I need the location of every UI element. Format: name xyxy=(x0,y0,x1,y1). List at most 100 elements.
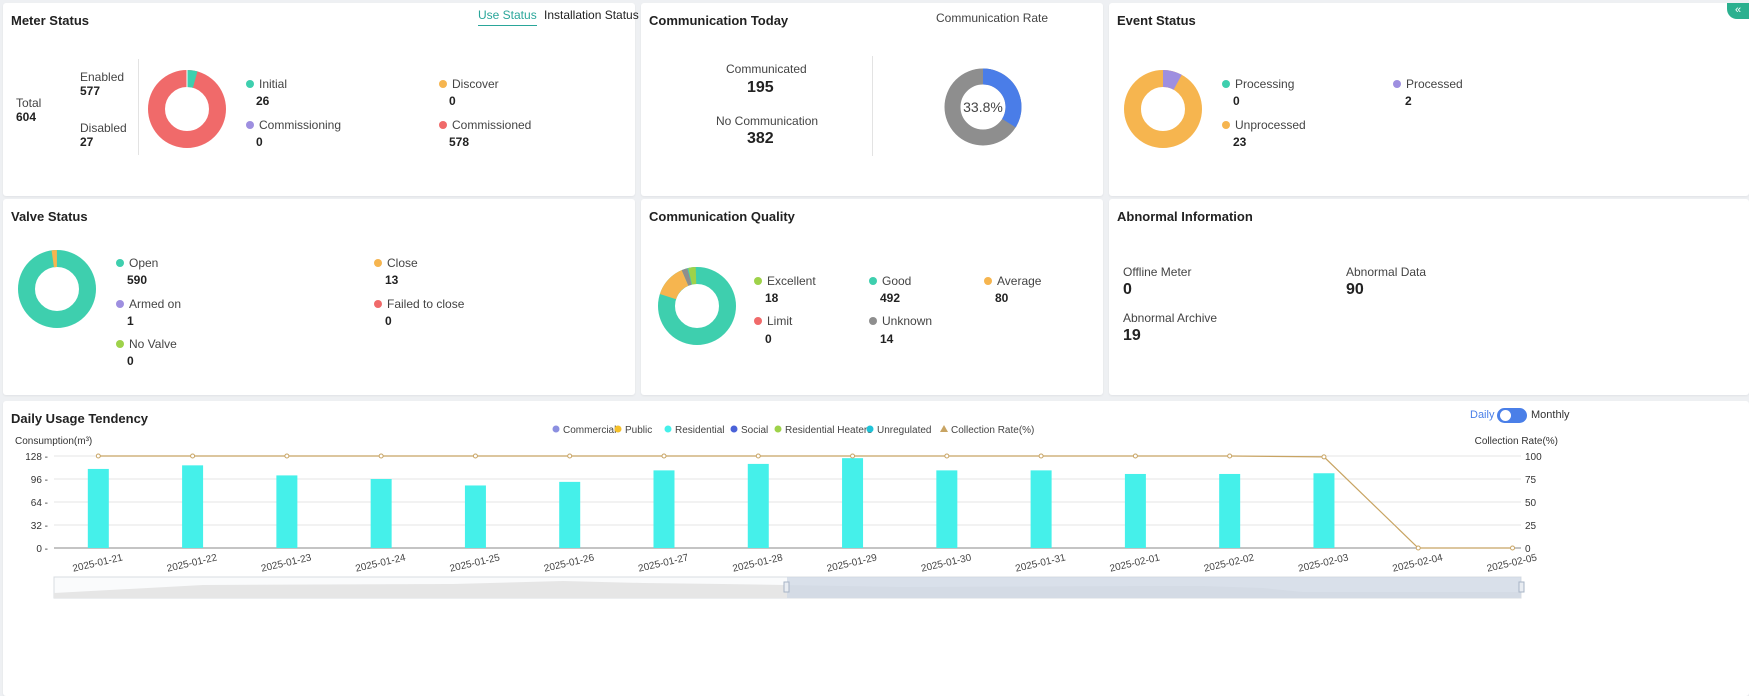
legend-item: Commercial xyxy=(563,425,616,436)
offline-meter-value[interactable]: 0 xyxy=(1123,281,1132,298)
legend-failed-to-close: Failed to close xyxy=(374,297,464,311)
y-axis-label: Consumption(m³) xyxy=(15,436,92,447)
bar xyxy=(276,475,298,548)
donut-slice-unprocessed xyxy=(1124,70,1202,148)
abnormal-data-value[interactable]: 90 xyxy=(1346,281,1364,298)
meter-status-donut xyxy=(148,70,226,148)
legend-value-armed-on: 1 xyxy=(127,314,134,328)
legend-armed-on: Armed on xyxy=(116,297,181,311)
donut-slice-good xyxy=(658,267,736,345)
legend-unprocessed: Unprocessed xyxy=(1222,118,1306,132)
toggle-daily-label[interactable]: Daily xyxy=(1470,409,1495,421)
legend-label: No Valve xyxy=(129,337,177,351)
line-point xyxy=(1227,453,1233,459)
donut-slice-average xyxy=(658,267,736,345)
legend-discover: Discover xyxy=(439,77,499,91)
y-tick-label: 32 - xyxy=(31,521,48,532)
communication-rate-title: Communication Rate xyxy=(936,11,1049,25)
x-tick-label: 2025-01-23 xyxy=(260,552,313,574)
legend-label: Average xyxy=(997,274,1042,288)
collection-rate-line xyxy=(98,455,1513,549)
legend-dot xyxy=(374,300,382,308)
zoom-slider[interactable] xyxy=(53,576,1525,599)
event-status-donut xyxy=(1124,70,1202,148)
legend-dot xyxy=(116,340,124,348)
legend-value-no-valve: 0 xyxy=(127,354,134,368)
bar xyxy=(87,468,109,548)
x-tick-label: 2025-02-03 xyxy=(1297,552,1350,574)
line-point xyxy=(1415,545,1421,551)
bar xyxy=(370,479,392,548)
communication-rate-donut: 33.8% xyxy=(944,68,1022,146)
slider-selection[interactable] xyxy=(787,577,1521,598)
x-tick-label: 2025-01-27 xyxy=(637,552,690,574)
legend-unknown: Unknown xyxy=(869,314,932,328)
line-point xyxy=(190,453,196,459)
legend-good: Good xyxy=(869,274,911,288)
donut-slice-unknown xyxy=(658,267,736,345)
donut-slice-open xyxy=(18,250,96,328)
legend-triangle-icon xyxy=(940,425,948,432)
toggle-monthly-label[interactable]: Monthly xyxy=(1531,409,1570,421)
legend-dot xyxy=(374,259,382,267)
donut-slice-processed xyxy=(1124,70,1202,148)
x-tick-label: 2025-01-24 xyxy=(354,552,407,574)
legend-value-failed-to-close: 0 xyxy=(385,314,392,328)
enabled-value: 577 xyxy=(80,84,101,98)
legend-initial: Initial xyxy=(246,77,287,91)
valve-status-panel: Valve Status Open 590 Close 13 Armed on … xyxy=(3,199,635,395)
daily-usage-panel: Daily Usage Tendency Daily Monthly Comme… xyxy=(3,401,1749,696)
no-communication-label: No Communication xyxy=(716,114,819,128)
legend-dot xyxy=(774,425,782,433)
y-tick-label: 64 - xyxy=(31,498,48,509)
bar xyxy=(653,470,675,548)
legend-value-processing: 0 xyxy=(1233,94,1240,108)
communication-quality-title: Communication Quality xyxy=(649,209,795,224)
legend-label: Unprocessed xyxy=(1235,118,1306,132)
legend-average: Average xyxy=(984,274,1041,288)
legend-item: Unregulated xyxy=(877,425,931,436)
legend-value-close: 13 xyxy=(385,273,399,287)
total-value: 604 xyxy=(16,110,37,124)
legend-value-commissioning: 0 xyxy=(256,135,263,149)
legend-label: Limit xyxy=(767,314,793,328)
y2-tick-label: 75 xyxy=(1525,475,1537,486)
line-point xyxy=(95,453,101,459)
y-tick-label: 0 - xyxy=(36,544,48,555)
legend-label: Processing xyxy=(1235,77,1295,91)
legend-value-open: 590 xyxy=(127,273,148,287)
legend-label: Discover xyxy=(452,77,499,91)
x-tick-label: 2025-02-01 xyxy=(1109,552,1162,574)
line-point xyxy=(378,453,384,459)
legend-label: Commissioned xyxy=(452,118,532,132)
slider-handle-left[interactable] xyxy=(783,581,790,593)
collapse-button[interactable]: « xyxy=(1727,3,1749,19)
divider xyxy=(872,56,873,156)
line-point xyxy=(567,453,573,459)
daily-monthly-toggle[interactable] xyxy=(1497,408,1527,423)
line-point xyxy=(944,453,950,459)
abnormal-archive-value[interactable]: 19 xyxy=(1123,327,1141,344)
tab-use-status[interactable]: Use Status xyxy=(478,8,537,26)
slider-handle-right[interactable] xyxy=(1518,581,1525,593)
disabled-value: 27 xyxy=(80,135,94,149)
rate-text: 33.8% xyxy=(963,99,1003,115)
legend-dot xyxy=(869,317,877,325)
y2-axis-label: Collection Rate(%) xyxy=(1475,436,1558,447)
legend-label: Armed on xyxy=(129,297,182,311)
bar xyxy=(464,485,486,548)
legend-dot xyxy=(552,425,560,433)
legend-label: Good xyxy=(882,274,912,288)
legend-dot xyxy=(439,80,447,88)
valve-status-donut xyxy=(18,250,96,328)
tab-installation-status[interactable]: Installation Status xyxy=(544,8,639,22)
abnormal-archive-label: Abnormal Archive xyxy=(1123,311,1218,325)
x-tick-label: 2025-01-21 xyxy=(72,552,125,574)
y2-tick-label: 25 xyxy=(1525,521,1537,532)
legend-value-excellent: 18 xyxy=(765,291,779,305)
no-communication-value: 382 xyxy=(747,130,774,147)
legend-value-unprocessed: 23 xyxy=(1233,135,1247,149)
legend-label: Initial xyxy=(259,77,288,91)
legend-dot xyxy=(246,121,254,129)
legend-processing: Processing xyxy=(1222,77,1294,91)
